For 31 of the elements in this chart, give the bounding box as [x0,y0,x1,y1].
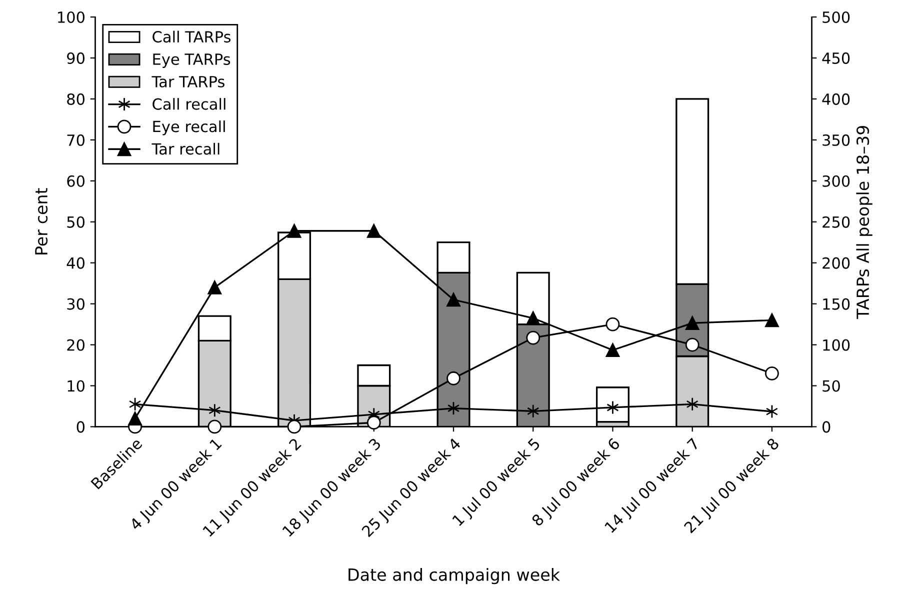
y-tick-label: 100 [58,11,84,24]
y2-tick-label: 100 [823,339,850,351]
y-tick-label: 60 [67,175,84,187]
y2-tick-label: 200 [822,257,850,269]
legend-label: Tar TARPs [152,76,224,88]
y2-tick-label: 50 [822,380,840,392]
y2-tick-label: 500 [822,11,850,24]
y-axis-title: Per cent [35,188,48,254]
y2-tick-label: 400 [822,93,850,105]
y-tick-label: 70 [67,134,84,146]
y2-tick-label: 150 [823,298,850,310]
y2-axis-title: TARPs All people 18–39 [856,126,872,319]
legend-label: Eye recall [153,120,225,136]
y2-tick-label: 350 [822,134,850,146]
legend-label: Tar recall [152,142,220,155]
y-tick-label: 0 [76,421,84,433]
x-axis-title: Date and campaign week [348,568,560,584]
y-tick-label: 20 [67,339,84,351]
y2-tick-label: 300 [822,175,850,187]
legend-label: Eye TARPs [153,54,230,68]
legend-label: Call recall [152,98,226,110]
y-tick-label: 90 [67,52,84,64]
y-tick-label: 50 [67,216,84,228]
y-tick-label: 80 [67,93,84,105]
y-tick-label: 40 [66,257,84,269]
y2-tick-label: 450 [822,52,850,64]
y2-tick-label: 250 [822,216,850,228]
y-tick-label: 10 [68,380,84,392]
y2-tick-label: 0 [822,421,830,433]
y-tick-label: 30 [67,298,84,310]
legend-label: Call TARPs [152,30,231,43]
